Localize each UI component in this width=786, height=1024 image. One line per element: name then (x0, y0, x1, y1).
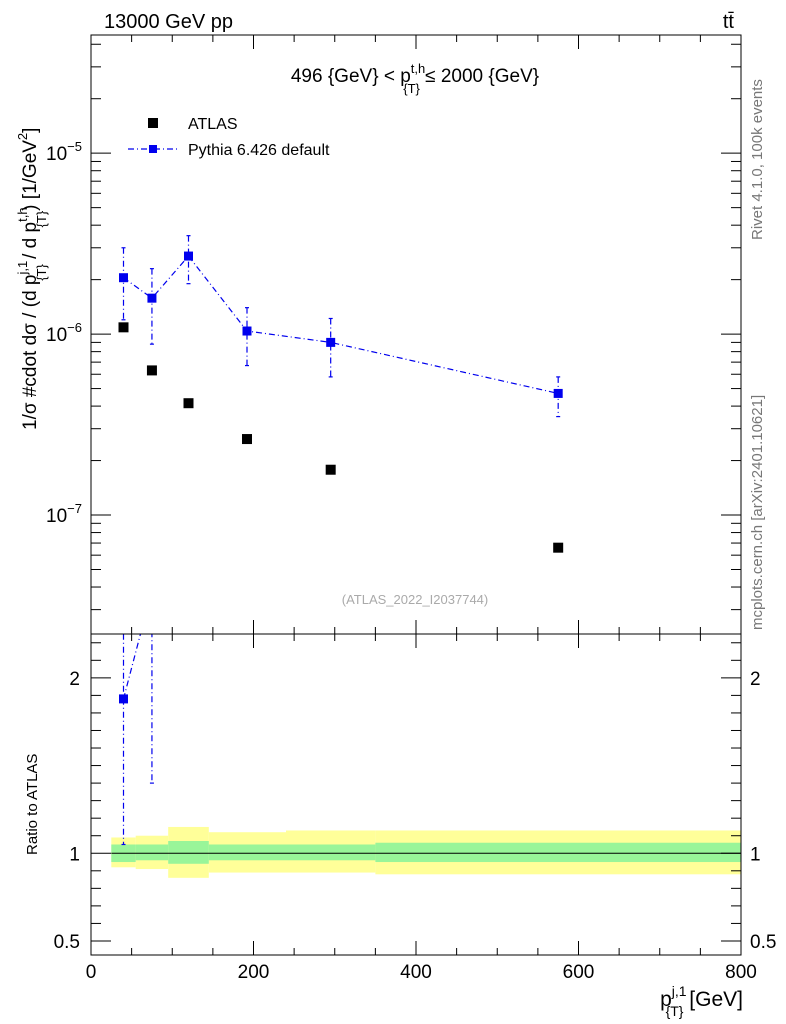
y-label-b: / d p (20, 222, 41, 264)
legend-pythia-label: Pythia 6.426 default (188, 142, 330, 159)
pythia-point (553, 388, 563, 398)
ratio-pythia-point (147, 586, 156, 595)
main-panel-data (118, 235, 564, 553)
legend-atlas-label: ATLAS (188, 116, 238, 133)
y-label-c: ) [1/GeV (20, 140, 41, 211)
pythia-line (123, 255, 559, 395)
process-label: tt̄ (723, 11, 735, 33)
ratio-band-inner (208, 844, 286, 861)
legend-atlas-marker (148, 118, 158, 128)
y-tick-label: 10−5 (46, 139, 82, 165)
y-label-d: ] (20, 128, 41, 133)
x-label-main: p (660, 988, 672, 1011)
analysis-watermark: (ATLAS_2022_I2037744) (342, 592, 488, 607)
atlas-point (242, 434, 252, 445)
x-label-rest: [GeV] (683, 988, 743, 1011)
x-tick-label: 800 (725, 962, 757, 983)
y-tick-label-base: 10 (46, 325, 67, 346)
collision-label: 13000 GeV pp (104, 11, 233, 33)
x-label-sup: j,1 (671, 983, 687, 999)
ratio-tick-label-left: 0.5 (54, 932, 80, 953)
ratio-tick-label-left: 2 (69, 669, 80, 690)
x-tick-label: 0 (86, 962, 97, 983)
ratio-band-inner (168, 840, 209, 864)
atlas-point (325, 464, 336, 475)
y-tick-label-base: 10 (46, 506, 67, 527)
y-tick-label: 10−7 (46, 501, 82, 527)
ratio-band-inner (286, 844, 376, 861)
rivet-label: Rivet 4.1.0, 100k events (749, 79, 766, 240)
title-main: 496 {GeV} < p (291, 66, 411, 87)
y-label-c-sup: 2 (15, 133, 30, 140)
legend-pythia-marker (149, 145, 157, 153)
title-rest: ≤ 2000 {GeV} (420, 66, 539, 87)
ratio-tick-label-right: 2 (750, 669, 761, 690)
ratio-y-axis-label: Ratio to ATLAS (24, 754, 41, 855)
ratio-panel-data (119, 586, 156, 846)
y-tick-label: 10−6 (46, 320, 82, 346)
title-sup: t,h (411, 61, 425, 76)
y-tick-label-exp: −7 (67, 501, 82, 516)
ratio-pythia-point (119, 694, 128, 704)
x-label-sub: {T} (666, 1003, 684, 1019)
x-tick-label: 400 (400, 962, 432, 983)
pythia-point (147, 293, 157, 303)
plot-title: 496 {GeV} < pt,h {T} ≤ 2000 {GeV} (291, 61, 539, 96)
pythia-point (242, 326, 252, 336)
ratio-tick-label-left: 1 (69, 844, 80, 865)
atlas-point (553, 542, 564, 553)
y-label-a: 1/σ #cdot dσ / (d p (20, 275, 41, 430)
x-tick-label: 600 (563, 962, 595, 983)
title-sub: {T} (403, 81, 420, 96)
y-tick-label-exp: −5 (67, 139, 82, 154)
y-label-a-sub: {T} (34, 263, 49, 280)
ratio-uncertainty-bands (111, 826, 741, 878)
y-label-a-sup: j,1 (15, 261, 30, 276)
legend: ATLAS Pythia 6.426 default (128, 116, 330, 159)
atlas-point (118, 322, 129, 333)
ratio-pythia-line (122, 634, 142, 700)
ratio-band-inner (375, 842, 741, 863)
pythia-point (326, 337, 336, 347)
pythia-point (184, 251, 193, 261)
y-label-b-sup: t,h (15, 207, 30, 221)
x-axis-label: pj,1 {T} [GeV] (660, 983, 743, 1019)
x-tick-label: 200 (238, 962, 270, 983)
y-label-b-sub: {T} (34, 210, 49, 227)
y-axis-label: 1/σ #cdot dσ / (d pj,1 {T} / d pt,h {T}) [… (15, 128, 49, 430)
ratio-panel-frame (90, 633, 742, 956)
ratio-tick-label-right: 1 (750, 844, 761, 865)
mcplots-label: mcplots.cern.ch [arXiv:2401.10621] (749, 395, 766, 630)
y-tick-label-exp: −6 (67, 320, 82, 335)
pythia-point (119, 273, 128, 283)
atlas-point (183, 398, 194, 409)
ratio-tick-label-right: 0.5 (750, 932, 776, 953)
y-tick-label-base: 10 (46, 144, 67, 165)
atlas-point (146, 365, 157, 376)
ratio-band-inner (135, 844, 169, 861)
